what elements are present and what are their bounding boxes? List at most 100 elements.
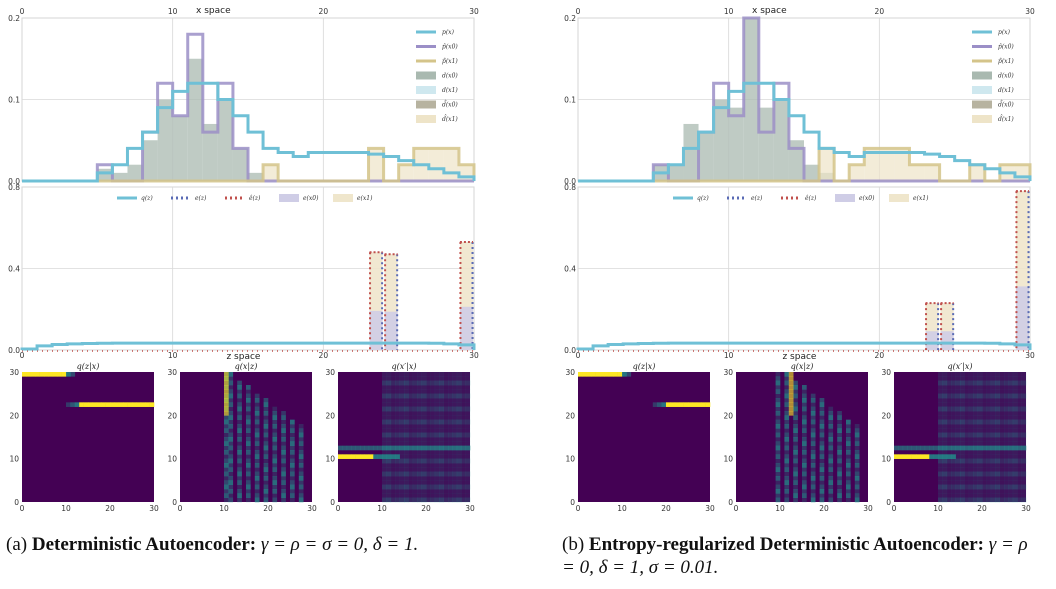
heatmap-cell [254, 476, 260, 481]
heatmap-cell [237, 419, 242, 425]
heatmap-cell [784, 445, 790, 451]
heatmap-cell [298, 458, 304, 464]
heatmap-cell [938, 450, 943, 455]
heatmap-cell [412, 380, 418, 386]
heatmap-cell [456, 402, 462, 407]
heatmap-cell [688, 402, 693, 407]
heatmap-cell [986, 380, 992, 386]
heatmap-cell [404, 437, 409, 442]
heatmap-cell [960, 480, 965, 485]
heatmap-cell [224, 380, 229, 386]
heatmap-cell [999, 411, 1005, 416]
heatmap-cell [977, 432, 983, 438]
heatmap-cell [430, 480, 436, 485]
heatmap-cell [448, 419, 453, 425]
heatmap-cell [973, 419, 978, 425]
heatmap-cell [228, 389, 234, 394]
heatmap-cell [819, 450, 825, 455]
heatmap-cell [828, 411, 834, 416]
heatmap-cell [986, 476, 992, 481]
heatmap-cell [417, 489, 422, 494]
heatmap-cell [417, 389, 422, 394]
heatmap-cell [281, 419, 286, 425]
heatmap-cell [960, 463, 965, 468]
heatmap-cell [439, 497, 444, 503]
y-tick-label: 30 [167, 368, 177, 377]
heatmap-cell [955, 493, 961, 498]
heatmap-cell [1012, 471, 1018, 477]
heatmap-cell [228, 463, 234, 468]
heatmap-cell [272, 493, 278, 498]
heatmap-cell [448, 406, 453, 412]
caption-params: γ = ρ = 0, δ = 1, σ = 0.01. [562, 534, 1028, 578]
heatmap-cell [973, 463, 978, 468]
heatmap-cell [408, 428, 414, 433]
heatmap-cell [88, 402, 93, 407]
heatmap-cell [461, 428, 466, 433]
heatmap-cell [298, 441, 304, 446]
heatmap-cell [426, 428, 431, 433]
heatmap-cell [1017, 372, 1022, 377]
bar-d-x0 [127, 164, 143, 181]
heatmap-cell [465, 419, 471, 425]
heatmap-cell [443, 424, 449, 429]
heatmap-cell [810, 467, 816, 472]
heatmap-cell [426, 376, 431, 381]
heatmap-cell [854, 445, 860, 451]
heatmap-cell [461, 419, 466, 425]
heatmap-cell [982, 411, 987, 416]
heatmap-cell [426, 398, 431, 403]
heatmap-cell [228, 476, 234, 481]
heatmap-cell [986, 432, 992, 438]
heatmap-cell [938, 398, 943, 403]
heatmap-cell [456, 445, 462, 451]
bar-d-x0 [743, 18, 759, 181]
heatmap-cell [224, 385, 229, 390]
heatmap-cell [990, 463, 996, 468]
heatmap-cell [968, 471, 974, 477]
heatmap-cell [408, 437, 414, 442]
heatmap-cell [938, 402, 943, 407]
heatmap-cell [837, 424, 842, 429]
heatmap-cell [1012, 437, 1018, 442]
heatmap-cell [828, 419, 834, 425]
heatmap-cell [960, 389, 965, 394]
heatmap-cell [1008, 471, 1014, 477]
heatmap-cell [578, 372, 583, 377]
heatmap-cell [237, 424, 242, 429]
heatmap-cell [960, 454, 965, 459]
heatmap-cell [224, 376, 229, 381]
heatmap-cell [408, 415, 414, 420]
heatmap-cell [395, 406, 400, 412]
heatmap-cell [942, 441, 948, 446]
heatmap-cell [412, 424, 418, 429]
heatmap-cell [237, 480, 242, 485]
heatmap-cell [1004, 445, 1009, 451]
heatmap-cell [1017, 497, 1022, 503]
heatmap-cell [145, 402, 150, 407]
heatmap-cell [390, 463, 396, 468]
heatmap-cell [439, 432, 444, 438]
heatmap-cell [955, 497, 961, 503]
legend-swatch [333, 194, 353, 202]
y-tick-label: 0.0 [8, 177, 20, 186]
heatmap-cell [399, 471, 405, 477]
heatmap-cell [281, 476, 286, 481]
heatmap-cell [395, 493, 400, 498]
heatmap-cell [456, 441, 462, 446]
heatmap-cell [1004, 463, 1009, 468]
heatmap-cell [346, 445, 352, 451]
heatmap-cell [1004, 415, 1009, 420]
heatmap-cell [802, 398, 807, 403]
heatmap-cell [461, 458, 466, 464]
bar-d-x1 [368, 148, 384, 181]
heatmap-cell [281, 415, 286, 420]
heatmap-cell [443, 489, 449, 494]
bar-d-x0 [142, 140, 158, 181]
heatmap-cell [828, 480, 834, 485]
heatmap-cell [837, 428, 842, 433]
heatmap-cell [951, 454, 956, 459]
heatmap-cell [946, 406, 952, 412]
heatmap-1 [22, 372, 155, 502]
heatmap-cell [982, 480, 987, 485]
